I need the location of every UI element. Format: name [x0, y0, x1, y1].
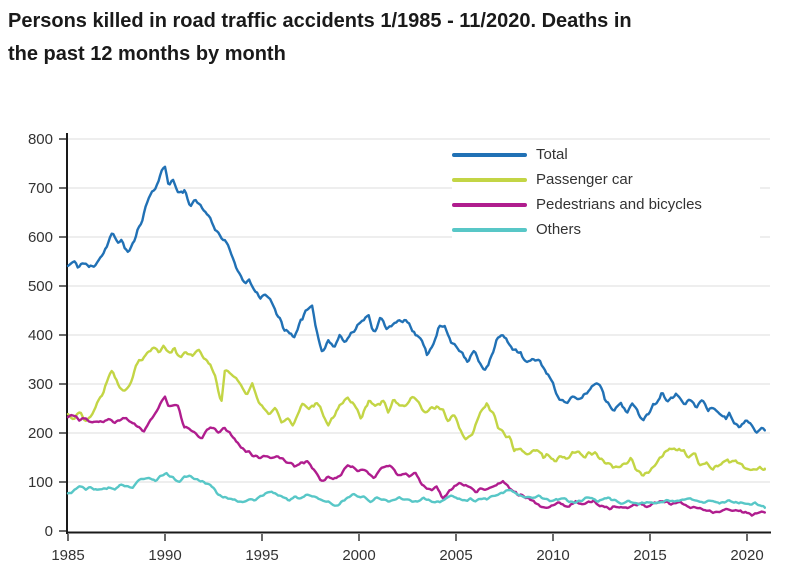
y-tick-label: 800	[28, 131, 53, 148]
x-tick-label: 1995	[245, 547, 278, 564]
y-tick-label: 500	[28, 278, 53, 295]
x-tick-label: 1990	[148, 547, 181, 564]
series-line-pedestrians-bicycles	[66, 395, 766, 517]
legend-label-total: Total	[536, 146, 568, 163]
x-tick-label: 2010	[536, 547, 569, 564]
series-line-passenger-car	[66, 344, 766, 477]
legend-item-others: Others	[452, 217, 760, 242]
y-tick-label: 700	[28, 180, 53, 197]
legend-swatch-passenger-car	[452, 177, 527, 182]
legend-swatch-total	[452, 152, 527, 157]
chart-title: Persons killed in road traffic accidents…	[8, 5, 783, 71]
x-tick-label: 2005	[439, 547, 472, 564]
legend-label-pedestrians-bicycles: Pedestrians and bicycles	[536, 196, 702, 213]
x-tick-label: 2020	[730, 547, 763, 564]
y-tick-label: 100	[28, 474, 53, 491]
series-line-others	[66, 471, 766, 509]
y-tick-label: 400	[28, 327, 53, 344]
x-tick-label: 2015	[633, 547, 666, 564]
y-tick-label: 600	[28, 229, 53, 246]
legend-swatch-pedestrians-bicycles	[452, 202, 527, 207]
series-line-total	[66, 165, 766, 434]
x-tick-label: 1985	[51, 547, 84, 564]
legend: Total Passenger car Pedestrians and bicycl…	[452, 142, 760, 242]
legend-swatch-others	[452, 227, 527, 232]
chart-title-line1: Persons killed in road traffic accidents…	[8, 10, 632, 32]
y-tick-label: 200	[28, 425, 53, 442]
legend-item-passenger-car: Passenger car	[452, 167, 760, 192]
legend-label-others: Others	[536, 221, 582, 238]
y-tick-label: 300	[28, 376, 53, 393]
chart-title-line2: the past 12 months by month	[8, 43, 286, 65]
y-tick-label: 0	[45, 523, 53, 540]
x-tick-label: 2000	[342, 547, 375, 564]
legend-item-pedestrians-bicycles: Pedestrians and bicycles	[452, 192, 760, 217]
legend-label-passenger-car: Passenger car	[536, 171, 633, 188]
legend-item-total: Total	[452, 142, 760, 167]
